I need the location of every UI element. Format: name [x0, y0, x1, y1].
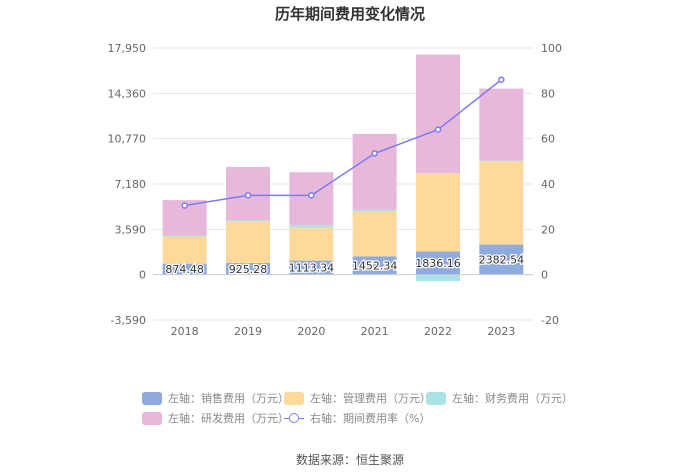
- x-axis-tick-label: 2022: [424, 325, 452, 338]
- bar-segment: [479, 244, 524, 275]
- legend-label-rate: 右轴：期间费用率（%）: [310, 412, 431, 425]
- left-axis-ticks: -3,590 0 3,590 7,180 10,770 14,360 17,950: [108, 42, 147, 327]
- rate-point: [498, 76, 505, 83]
- right-axis-tick-label: -20: [541, 314, 559, 327]
- legend-item-sales[interactable]: 左轴：销售费用（万元）: [142, 390, 289, 406]
- sales-data-label: 874.48: [165, 263, 204, 276]
- right-axis-ticks: -20 0 20 40 60 80 100: [541, 42, 562, 327]
- left-axis-tick-label: 10,770: [108, 133, 147, 146]
- chart-title: 历年期间费用变化情况: [275, 5, 425, 23]
- bar-segment: [416, 54, 460, 174]
- right-axis-tick-label: 0: [541, 269, 548, 282]
- left-axis-tick-label: 0: [139, 269, 146, 282]
- right-axis-tick-label: 20: [541, 223, 555, 236]
- x-axis-tick-label: 2020: [297, 325, 325, 338]
- left-axis-tick-label: 17,950: [108, 42, 147, 55]
- bar-segment: [352, 133, 397, 210]
- legend-item-admin[interactable]: 左轴：管理费用（万元）: [284, 390, 431, 406]
- gridlines: [153, 47, 533, 321]
- bar-segment: [352, 211, 397, 257]
- legend-label-finance: 左轴：财务费用（万元）: [452, 392, 573, 405]
- x-axis-tick-label: 2023: [487, 325, 515, 338]
- data-labels: 874.48 925.28 1113.34 1452.34 1836.16 2382.54: [164, 252, 525, 277]
- bar-segment: [352, 209, 397, 212]
- rate-point: [434, 126, 442, 133]
- x-axis-tick-label: 2018: [171, 325, 199, 338]
- bar-segment: [479, 160, 524, 162]
- legend-label-sales: 左轴：销售费用（万元）: [168, 392, 289, 405]
- legend-swatch-admin: [284, 391, 304, 405]
- right-axis-tick-label: 40: [541, 178, 555, 191]
- sales-data-label: 925.28: [229, 263, 268, 276]
- left-axis-tick-label: -3,590: [111, 314, 146, 327]
- bar-segment: [416, 173, 460, 252]
- bar-segment: [416, 251, 460, 275]
- bar-series: [162, 54, 524, 281]
- left-axis-tick-label: 3,590: [115, 223, 147, 236]
- left-axis-tick-label: 14,360: [108, 87, 147, 100]
- rate-line-series: [181, 76, 505, 209]
- legend-swatch-rnd: [142, 411, 162, 425]
- bar-segment: [226, 262, 270, 275]
- sales-data-label: 1836.16: [415, 257, 461, 270]
- sales-data-label: 2382.54: [479, 254, 525, 267]
- right-axis-tick-label: 100: [541, 42, 562, 55]
- rate-point: [181, 202, 188, 209]
- legend-swatch-finance: [426, 391, 446, 405]
- bar-segment: [162, 263, 207, 275]
- legend-label-admin: 左轴：管理费用（万元）: [310, 392, 431, 405]
- legend-swatch-sales: [142, 391, 162, 405]
- rate-point: [308, 192, 315, 199]
- bar-segment: [162, 235, 207, 237]
- legend-item-finance[interactable]: 左轴：财务费用（万元）: [426, 390, 573, 406]
- legend-label-rnd: 左轴：研发费用（万元）: [168, 412, 289, 425]
- rate-line: [184, 79, 502, 207]
- rate-point: [244, 192, 252, 199]
- right-axis-tick-label: 60: [541, 133, 555, 146]
- bar-segment: [289, 260, 334, 275]
- bar-segment: [226, 220, 270, 222]
- x-axis: 2018 2019 2020 2021 2022 2023: [153, 274, 533, 338]
- bar-segment: [479, 161, 524, 245]
- bar-segment: [162, 236, 207, 264]
- bar-segment: [289, 225, 334, 228]
- legend-item-rate[interactable]: 右轴：期间费用率（%）: [284, 410, 430, 426]
- bar-segment: [289, 172, 334, 226]
- sales-data-label: 1113.34: [289, 262, 335, 275]
- rate-point: [371, 150, 378, 157]
- sales-data-label: 1452.34: [352, 259, 398, 272]
- x-axis-tick-label: 2019: [234, 325, 262, 338]
- right-axis-tick-label: 80: [541, 87, 555, 100]
- bar-segment: [289, 227, 334, 261]
- left-axis-tick-label: 7,180: [115, 178, 147, 191]
- legend-item-rnd[interactable]: 左轴：研发费用（万元）: [142, 410, 289, 426]
- x-axis-tick-label: 2021: [361, 325, 389, 338]
- legend-swatch-rate: [284, 412, 304, 425]
- bar-segment: [479, 88, 524, 161]
- bar-segment: [416, 274, 460, 281]
- bar-segment: [226, 221, 270, 263]
- source-note: 数据来源：恒生聚源: [295, 453, 404, 467]
- bar-segment: [352, 256, 397, 275]
